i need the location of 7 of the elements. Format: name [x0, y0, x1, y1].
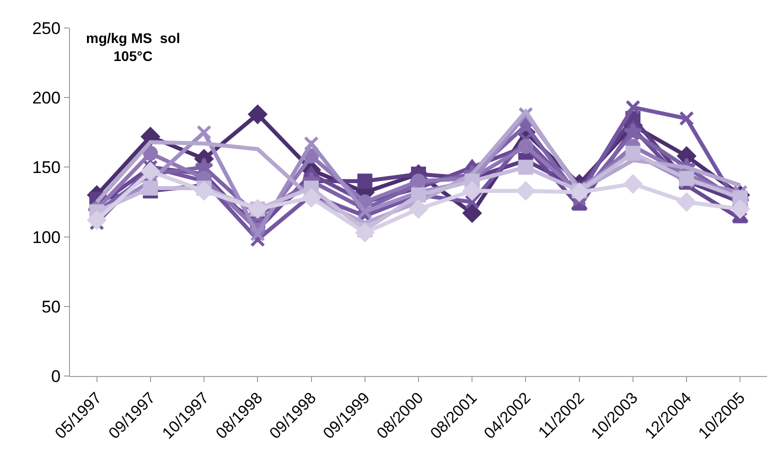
- y-tick-label: 150: [32, 158, 61, 178]
- y-tick-label: 200: [32, 88, 61, 108]
- y-tick-label: 100: [32, 228, 61, 247]
- y-tick-label: 250: [32, 18, 61, 38]
- y-tick-label: 50: [42, 297, 61, 316]
- y-tick-label: 0: [51, 366, 61, 386]
- text: mg/kg MS sol 105°C: [86, 30, 180, 64]
